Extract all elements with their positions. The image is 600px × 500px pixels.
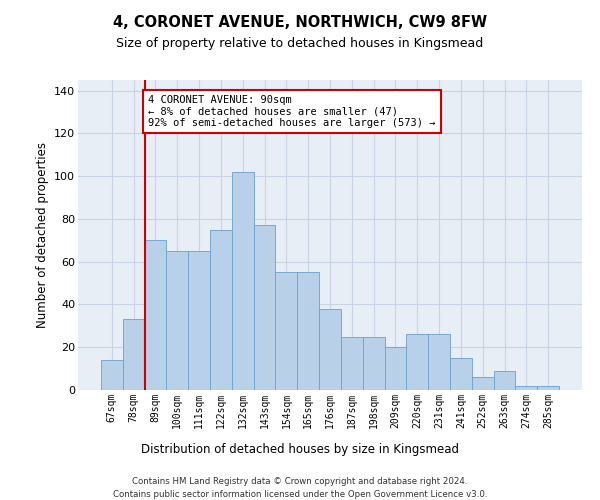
Text: 4, CORONET AVENUE, NORTHWICH, CW9 8FW: 4, CORONET AVENUE, NORTHWICH, CW9 8FW xyxy=(113,15,487,30)
Bar xyxy=(123,320,145,390)
Bar xyxy=(232,172,254,390)
Text: Size of property relative to detached houses in Kingsmead: Size of property relative to detached ho… xyxy=(116,38,484,51)
Bar xyxy=(145,240,166,390)
Bar xyxy=(297,272,319,390)
Bar xyxy=(385,347,406,390)
Text: Contains public sector information licensed under the Open Government Licence v3: Contains public sector information licen… xyxy=(113,490,487,499)
Bar xyxy=(537,386,559,390)
Bar xyxy=(428,334,450,390)
Bar xyxy=(450,358,472,390)
Bar xyxy=(319,309,341,390)
Bar xyxy=(275,272,297,390)
Bar xyxy=(101,360,123,390)
Bar xyxy=(494,371,515,390)
Bar xyxy=(515,386,537,390)
Bar xyxy=(210,230,232,390)
Bar xyxy=(254,226,275,390)
Text: Contains HM Land Registry data © Crown copyright and database right 2024.: Contains HM Land Registry data © Crown c… xyxy=(132,478,468,486)
Bar xyxy=(472,377,494,390)
Text: 4 CORONET AVENUE: 90sqm
← 8% of detached houses are smaller (47)
92% of semi-det: 4 CORONET AVENUE: 90sqm ← 8% of detached… xyxy=(148,95,436,128)
Y-axis label: Number of detached properties: Number of detached properties xyxy=(35,142,49,328)
Bar xyxy=(341,336,363,390)
Text: Distribution of detached houses by size in Kingsmead: Distribution of detached houses by size … xyxy=(141,442,459,456)
Bar xyxy=(188,251,210,390)
Bar xyxy=(166,251,188,390)
Bar xyxy=(406,334,428,390)
Bar xyxy=(363,336,385,390)
